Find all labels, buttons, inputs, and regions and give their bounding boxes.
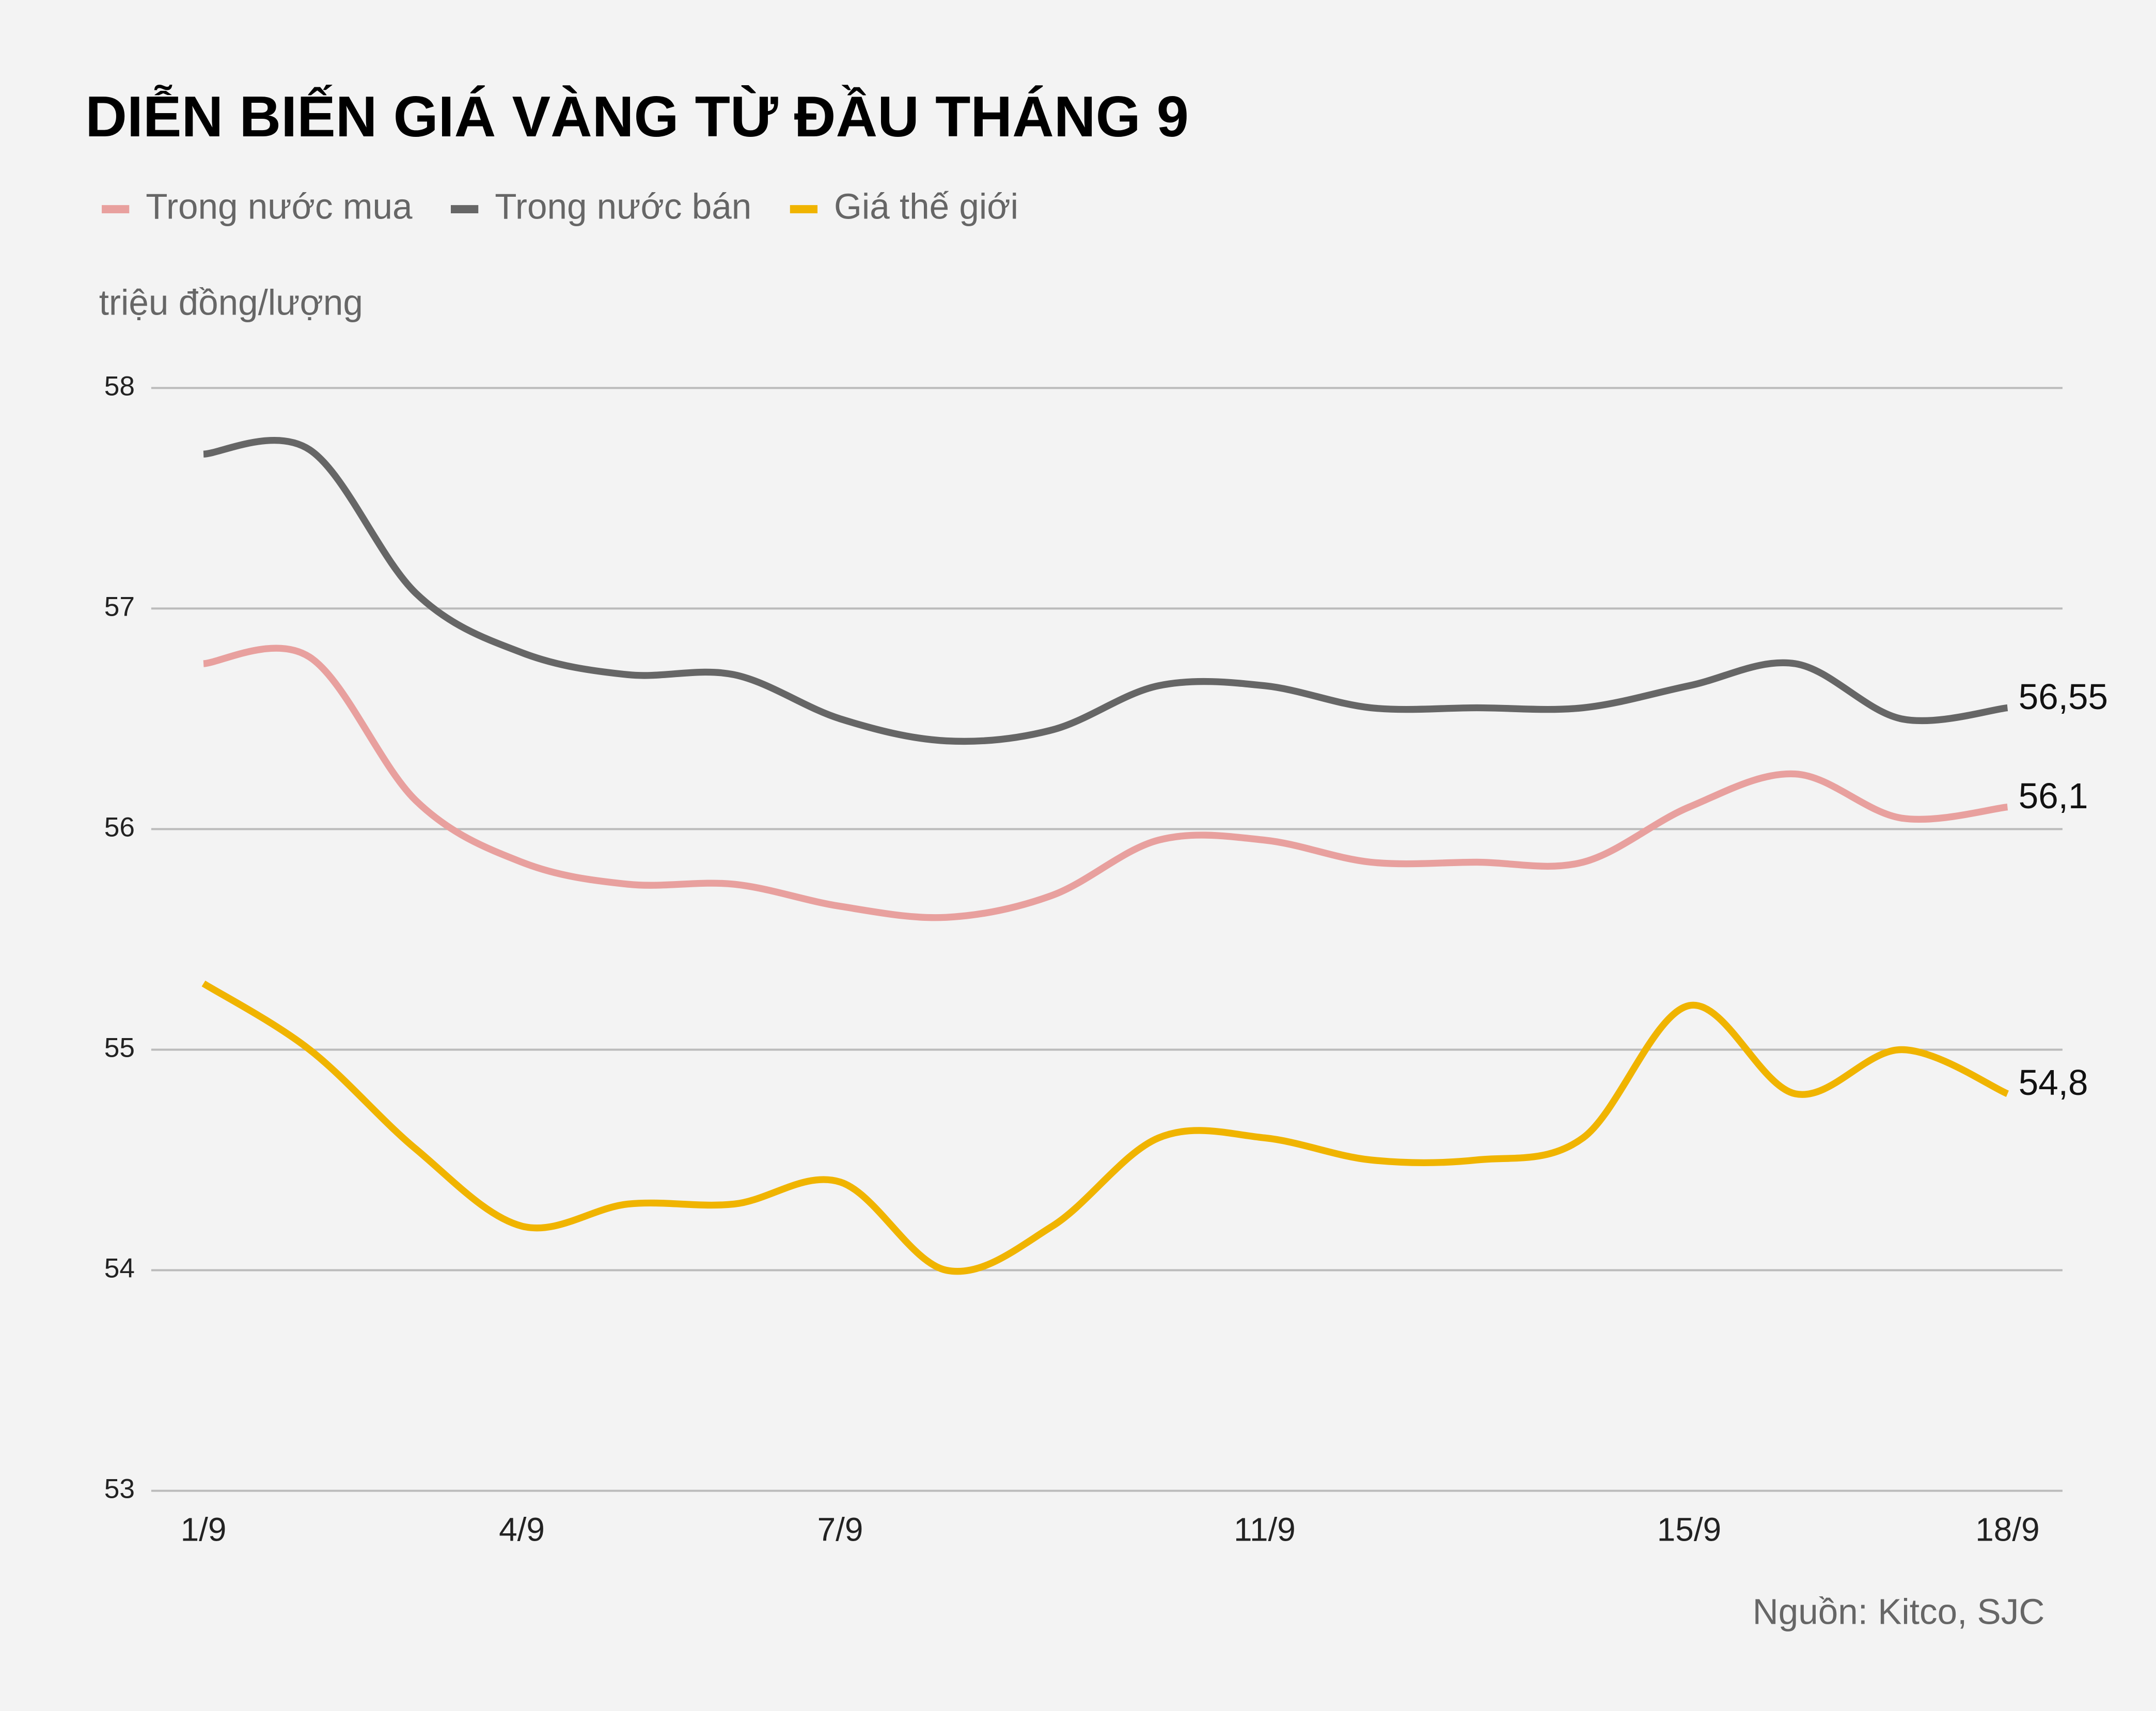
x-tick-label: 11/9 — [1234, 1511, 1296, 1548]
y-tick-label: 58 — [104, 371, 135, 401]
series-line — [203, 436, 2008, 745]
value-label: 56,1 — [2019, 776, 2088, 816]
y-axis-label: triệu đồng/lượng — [99, 282, 363, 323]
x-tick-label: 18/9 — [1975, 1511, 2039, 1548]
y-tick-label: 55 — [104, 1033, 135, 1063]
source: Nguồn: Kitco, SJC — [1753, 1592, 2045, 1632]
chart-title: DIỄN BIẾN GIÁ VÀNG TỪ ĐẦU THÁNG 9 — [85, 84, 1189, 149]
y-tick-label: 57 — [104, 591, 135, 622]
y-tick-label: 56 — [104, 812, 135, 842]
y-tick-label: 54 — [104, 1253, 135, 1284]
x-tick-label: 4/9 — [499, 1511, 545, 1548]
series-line — [201, 980, 2009, 1275]
x-tick-label: 15/9 — [1657, 1511, 1721, 1548]
y-tick-label: 53 — [104, 1474, 135, 1504]
value-label: 54,8 — [2019, 1062, 2088, 1103]
legend-label: Trong nước mua — [146, 186, 413, 226]
x-tick-label: 7/9 — [817, 1511, 863, 1548]
x-tick-label: 1/9 — [181, 1511, 227, 1548]
legend-label: Giá thế giới — [834, 186, 1018, 226]
value-label: 56,55 — [2019, 677, 2108, 717]
series-line — [203, 645, 2008, 921]
legend-label: Trong nước bán — [495, 186, 751, 226]
